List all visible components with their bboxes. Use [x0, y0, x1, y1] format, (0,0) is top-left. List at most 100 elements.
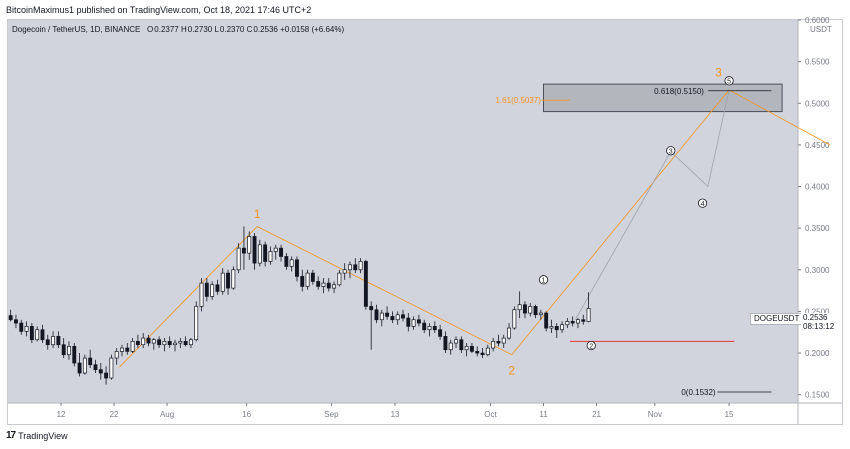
candle-body — [448, 342, 453, 351]
candle-body — [188, 339, 193, 346]
candle-body — [374, 309, 379, 321]
ohlc-legend: Dogecoin / TetherUS, 1D, BINANCE O0.2377… — [12, 25, 344, 34]
candle-body — [289, 259, 294, 267]
candle-body — [316, 281, 321, 287]
candle-body — [130, 341, 135, 352]
candle-body — [257, 244, 262, 264]
candle-body — [459, 339, 464, 351]
candle-body — [464, 346, 469, 351]
candle-body — [491, 341, 496, 349]
candle-body — [576, 319, 580, 324]
candle-body — [581, 319, 586, 322]
y-tick-label: 0.2500 — [805, 307, 830, 316]
footer-brand[interactable]: 17 TradingView — [6, 430, 68, 441]
wave-label-orange: 2 — [508, 364, 515, 378]
y-tick-label: 0.5500 — [805, 58, 830, 67]
candle-body — [411, 319, 416, 327]
candle-body — [363, 261, 368, 307]
y-axis-unit-label: USDT — [810, 25, 832, 34]
candle-body — [135, 341, 140, 346]
y-tick-label: 0.3000 — [805, 266, 830, 275]
candle-body — [82, 357, 87, 374]
candle-body — [199, 282, 204, 307]
wave-circle — [666, 146, 676, 156]
candle-body — [501, 337, 506, 344]
candle-body — [93, 364, 98, 371]
fib-zero-label: 0(0.1532) — [681, 388, 716, 397]
candle-body — [183, 341, 188, 346]
candle-body — [321, 282, 326, 287]
wave-label-circled: 3 — [669, 149, 673, 156]
candle-body — [300, 276, 305, 287]
candle-body — [141, 337, 146, 346]
candle-body — [427, 326, 432, 331]
candle-body — [56, 336, 61, 346]
candle-body — [215, 284, 220, 292]
candle-body — [332, 284, 337, 289]
candle-body — [162, 341, 167, 346]
candle-body — [565, 321, 570, 326]
y-tick-label: 0.5000 — [805, 99, 830, 108]
y-tick-label: 0.4000 — [805, 183, 830, 192]
countdown-badge: 08:13:12 — [801, 322, 837, 332]
legend-change: +0.0158 (+6.64%) — [280, 25, 345, 34]
candle-body — [517, 304, 522, 311]
legend-open-value: 0.2377 — [154, 25, 179, 34]
footer-brand-text: TradingView — [18, 430, 68, 441]
y-tick-label: 0.1500 — [805, 391, 830, 400]
candle-body — [395, 314, 400, 321]
candle-body — [485, 347, 490, 356]
published-header: BitcoinMaximus1 published on TradingView… — [6, 5, 311, 15]
candle-body — [252, 236, 257, 264]
candle-body — [236, 247, 241, 271]
wave-circle — [538, 275, 549, 285]
candle-body — [528, 306, 533, 314]
x-tick-label: Nov — [648, 410, 662, 419]
candle-body — [29, 326, 34, 341]
candle-body — [385, 312, 390, 317]
candle-body — [358, 261, 363, 271]
candle-body — [88, 357, 93, 366]
candle-body — [247, 236, 252, 254]
tradingview-logo-icon: 17 — [6, 430, 16, 441]
published-text: BitcoinMaximus1 published on TradingView… — [6, 5, 312, 15]
candle-body — [220, 272, 225, 292]
candle-body — [40, 329, 45, 341]
candle-body — [560, 324, 565, 331]
candle-body — [523, 304, 527, 314]
wave-label-orange: 3 — [715, 66, 722, 80]
y-tick-label: 0.3500 — [805, 224, 830, 233]
candle-body — [35, 329, 40, 341]
candle-body — [120, 347, 124, 352]
candle-body — [438, 329, 443, 337]
candle-body — [454, 339, 458, 344]
candle-body — [173, 342, 177, 346]
candle-body — [443, 336, 448, 351]
x-tick-label: 15 — [725, 410, 734, 419]
candle-body — [544, 312, 549, 329]
candle-body — [279, 247, 283, 257]
candle-body — [151, 339, 156, 344]
candle-body — [295, 259, 299, 277]
candle-body — [353, 264, 358, 271]
x-tick-label: Oct — [484, 410, 497, 419]
candle-body — [263, 244, 268, 262]
candle-body — [72, 346, 77, 364]
candle-body — [104, 372, 109, 379]
candle-body — [480, 352, 485, 356]
legend-low-value: 0.2370 — [219, 25, 245, 34]
x-tick-label: 21 — [592, 410, 601, 419]
candle-body — [379, 312, 384, 321]
wave-label-orange: 1 — [254, 207, 261, 221]
candle-body — [549, 326, 554, 329]
candle-body — [146, 337, 151, 344]
candle-body — [24, 326, 29, 332]
candle-body — [114, 351, 119, 359]
x-tick-label: 22 — [110, 410, 119, 419]
grey-projection-line — [574, 89, 730, 320]
candle-body — [67, 346, 71, 356]
candle-body — [51, 336, 56, 346]
candle-body — [310, 272, 315, 282]
candle-body — [8, 315, 13, 321]
